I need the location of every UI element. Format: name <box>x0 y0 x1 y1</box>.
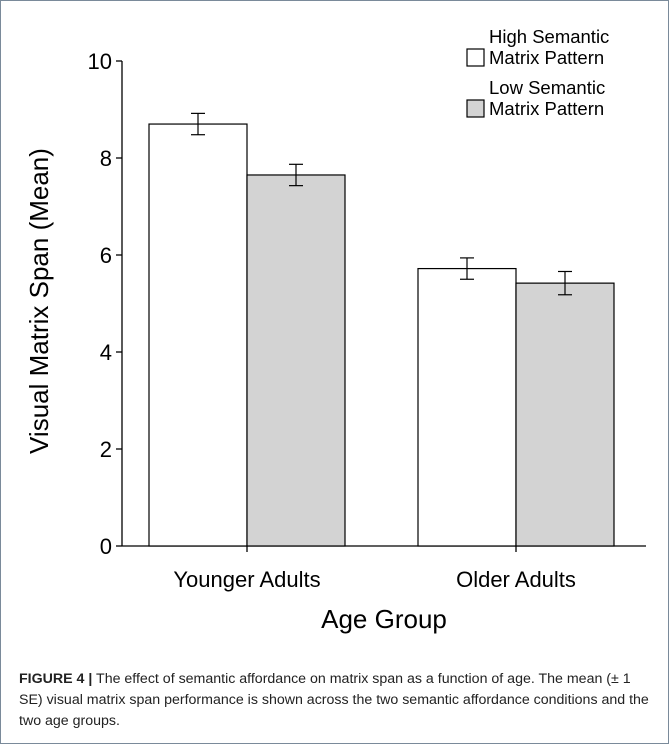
x-tick-label: Older Adults <box>456 567 576 592</box>
y-tick-label: 0 <box>100 534 112 559</box>
bar-chart: 0 2 4 6 8 10 Younger Adults Older Adults Age Gro… <box>24 26 646 634</box>
bar-high-older <box>417 267 517 547</box>
y-tick-label: 10 <box>88 49 112 74</box>
x-tick-label: Younger Adults <box>173 567 320 592</box>
bar-high-younger <box>148 123 248 547</box>
y-tick-label: 4 <box>100 340 112 365</box>
bar-low-younger <box>246 174 346 547</box>
legend-label: Low Semantic Matrix Pattern <box>489 77 605 119</box>
y-axis-title: Visual Matrix Span (Mean) <box>24 148 54 454</box>
y-tick-label: 2 <box>100 437 112 462</box>
x-axis-title: Age Group <box>321 604 447 634</box>
legend-swatch <box>466 48 485 67</box>
y-tick-label: 6 <box>100 243 112 268</box>
legend-swatch <box>466 99 485 118</box>
legend-label: High Semantic Matrix Pattern <box>489 26 609 68</box>
bar-low-older <box>515 282 615 547</box>
caption-text: The effect of semantic affordance on mat… <box>19 671 649 729</box>
caption-label: FIGURE 4 | <box>19 671 93 687</box>
figure-caption: FIGURE 4 | The effect of semantic afford… <box>19 669 653 732</box>
y-tick-label: 8 <box>100 146 112 171</box>
